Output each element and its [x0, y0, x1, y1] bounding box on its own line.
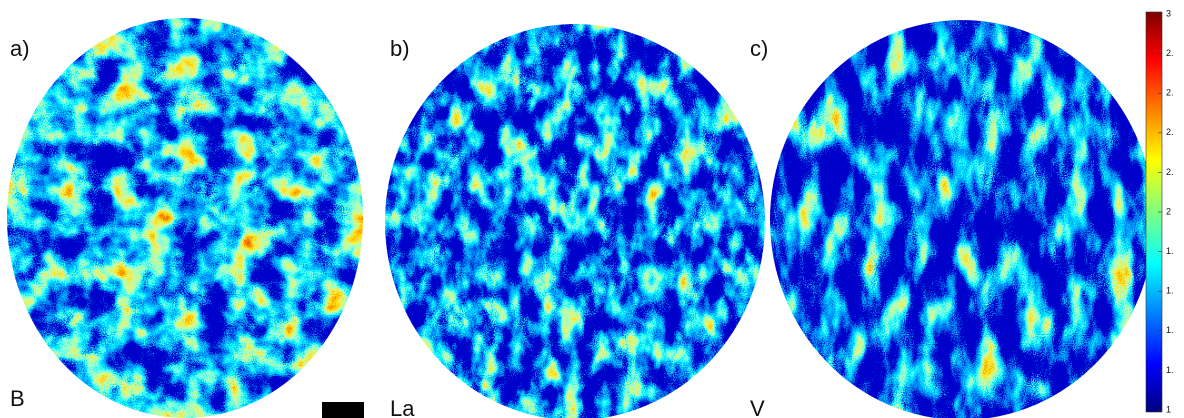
- colorbar-tick-label: 2: [1166, 206, 1171, 216]
- panel-label: a): [10, 36, 30, 61]
- colorbar-tick-label: 2.: [1166, 48, 1174, 58]
- colorbar-tick-label: 1.: [1166, 246, 1174, 256]
- colorbar-tick-label: 1: [1166, 404, 1171, 414]
- figure: a) b) c) B La V 3 2. 2. 2. 2. 2 1. 1. 1. 1. 1: [0, 0, 1184, 418]
- element-label: B: [10, 386, 25, 411]
- map-a: [0, 10, 370, 418]
- colorbar-tick-label: 1.: [1166, 365, 1174, 375]
- colorbar-tick-label: 2.: [1166, 88, 1174, 98]
- colorbar-tick-label: 3: [1166, 8, 1171, 18]
- element-label: V: [750, 396, 765, 418]
- panel-label: b): [390, 36, 410, 61]
- element-label: La: [390, 396, 415, 418]
- map-b: [380, 15, 770, 418]
- map-c: [765, 15, 1160, 418]
- panel-label: c): [750, 36, 768, 61]
- colorbar-tick-label: 1.: [1166, 286, 1174, 296]
- colorbar-tick-label: 1.: [1166, 325, 1174, 335]
- colorbar-tick-label: 2.: [1166, 167, 1174, 177]
- scale-bar: [322, 402, 364, 418]
- colorbar-tick-label: 2.: [1166, 127, 1174, 137]
